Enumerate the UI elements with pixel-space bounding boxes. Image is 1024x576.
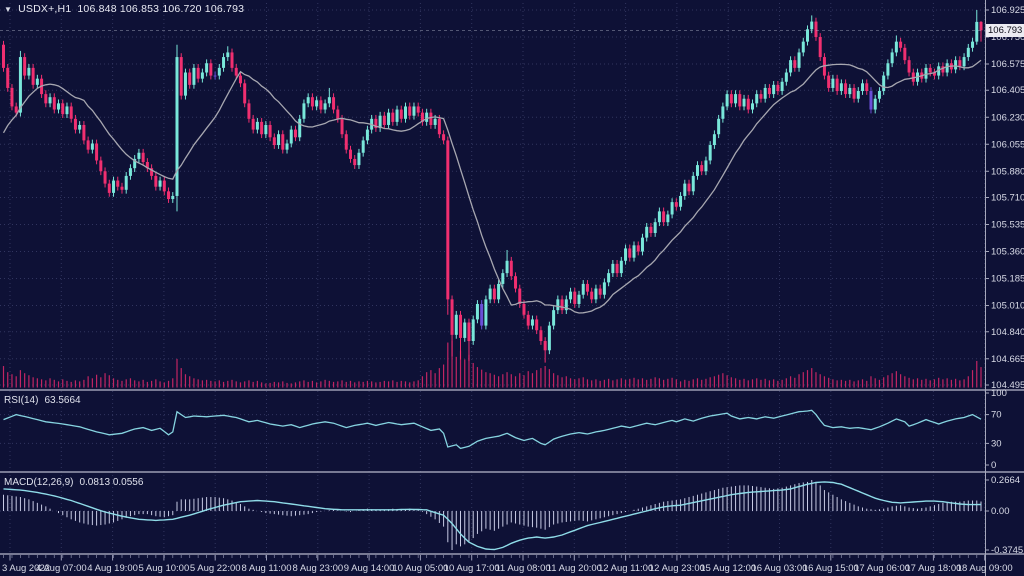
time-axis-label: 10 Aug 17:00 — [443, 563, 500, 574]
time-axis-label: 10 Aug 05:00 — [392, 563, 449, 574]
svg-text:106.750: 106.750 — [991, 32, 1024, 43]
svg-text:-0.3745: -0.3745 — [991, 545, 1023, 556]
svg-text:105.535: 105.535 — [991, 220, 1024, 231]
time-axis-label: 9 Aug 14:00 — [343, 563, 395, 574]
svg-text:70: 70 — [991, 410, 1002, 421]
time-axis-label: 15 Aug 12:00 — [700, 563, 757, 574]
macd-indicator-label: MACD(12,26,9) 0.0813 0.0556 — [4, 477, 143, 488]
svg-text:106.055: 106.055 — [991, 139, 1024, 150]
svg-text:105.880: 105.880 — [991, 166, 1024, 177]
svg-text:104.840: 104.840 — [991, 327, 1024, 338]
time-axis-label: 16 Aug 03:00 — [751, 563, 808, 574]
time-axis-label: 16 Aug 15:00 — [802, 563, 859, 574]
time-axis-label: 5 Aug 10:00 — [138, 563, 190, 574]
time-axis-label: 11 Aug 20:00 — [546, 563, 602, 574]
rsi-indicator-label: RSI(14) 63.5664 — [4, 395, 81, 406]
macd-values: 0.0813 0.0556 — [79, 477, 144, 488]
svg-text:0.00: 0.00 — [991, 506, 1010, 517]
time-axis-label: 12 Aug 11:00 — [597, 563, 654, 574]
ohlc-readout: 106.848 106.853 106.720 106.793 — [77, 3, 245, 15]
svg-text:105.360: 105.360 — [991, 247, 1024, 258]
symbol-dropdown-icon[interactable]: ▼ — [4, 4, 13, 14]
time-axis-label: 12 Aug 23:00 — [648, 563, 705, 574]
rsi-name: RSI(14) — [4, 395, 39, 406]
time-axis-label: 4 Aug 07:00 — [35, 563, 87, 574]
time-axis-label: 5 Aug 22:00 — [189, 563, 241, 574]
current-price-tag: 106.793 — [986, 24, 1024, 37]
svg-text:104.495: 104.495 — [991, 380, 1024, 391]
svg-text:106.925: 106.925 — [991, 5, 1024, 16]
time-axis-label: 18 Aug 09:00 — [956, 563, 1013, 574]
svg-text:104.665: 104.665 — [991, 354, 1024, 365]
svg-text:106.405: 106.405 — [991, 85, 1024, 96]
svg-text:106.230: 106.230 — [991, 112, 1024, 123]
chart-title-bar: ▼ USDX+,H1 106.848 106.853 106.720 106.7… — [4, 3, 244, 15]
time-axis-label: 17 Aug 18:00 — [905, 563, 962, 574]
time-axis-label: 8 Aug 11:00 — [241, 563, 292, 574]
svg-text:105.185: 105.185 — [991, 274, 1024, 285]
rsi-value: 63.5664 — [44, 395, 81, 406]
svg-text:100: 100 — [991, 388, 1007, 399]
symbol-period-label: USDX+,H1 — [18, 3, 72, 15]
svg-text:105.710: 105.710 — [991, 193, 1024, 204]
svg-text:106.575: 106.575 — [991, 59, 1024, 70]
svg-text:0.2664: 0.2664 — [991, 475, 1020, 486]
svg-text:105.010: 105.010 — [991, 301, 1024, 312]
time-axis-label: 17 Aug 06:00 — [854, 563, 911, 574]
time-axis-label: 3 Aug 2022 — [1, 563, 51, 574]
time-axis-label: 8 Aug 23:00 — [292, 563, 344, 574]
svg-text:0: 0 — [991, 460, 996, 471]
time-axis-label: 11 Aug 08:00 — [495, 563, 551, 574]
svg-text:30: 30 — [991, 438, 1002, 449]
time-axis-label: 4 Aug 19:00 — [87, 563, 138, 574]
macd-name: MACD(12,26,9) — [4, 477, 74, 488]
